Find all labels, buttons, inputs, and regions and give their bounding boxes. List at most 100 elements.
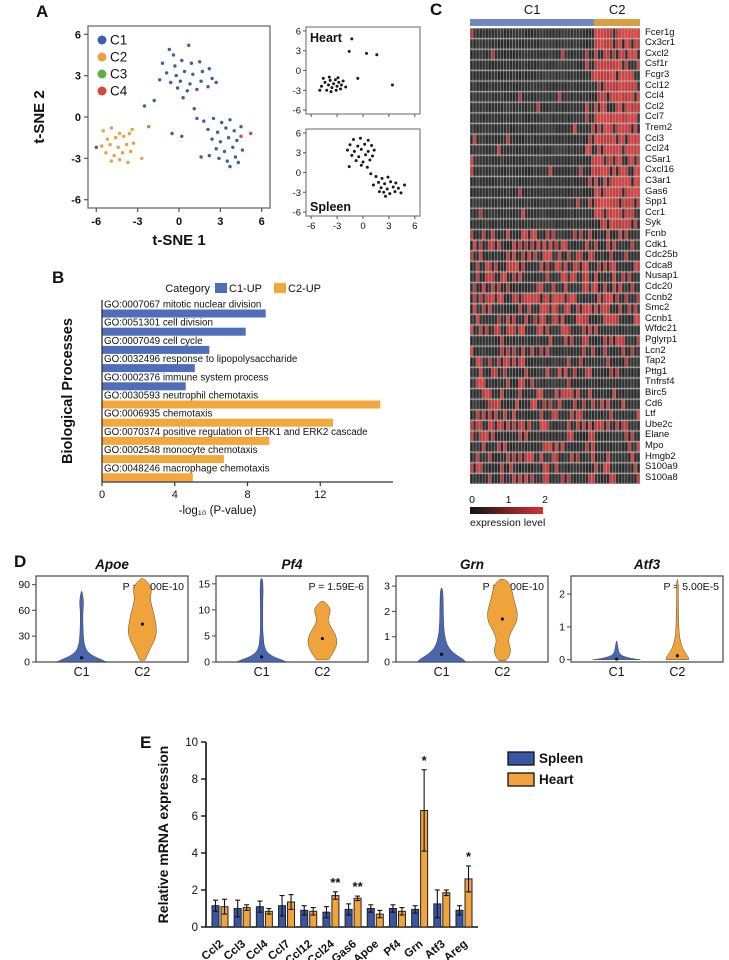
category-label: C2	[134, 665, 150, 679]
legend-label: C4	[110, 84, 128, 99]
violin-plot-apoe: Apoe 0 30 60 90 P = 6.00E-10 C1 C2	[18, 557, 189, 679]
scatter-point	[189, 61, 194, 65]
x-tick-label: -6	[307, 221, 315, 232]
scatter-point	[334, 88, 338, 92]
x-category-label: Areg	[442, 938, 470, 960]
scatter-point	[327, 75, 331, 79]
gene-label: Ltf	[645, 408, 656, 420]
y-tick-label: 90	[18, 579, 30, 591]
go-term-bar	[102, 309, 266, 318]
scatter-point	[236, 160, 240, 165]
go-term-label: GO:0006935 chemotaxis	[104, 409, 212, 420]
go-term-bar	[102, 400, 381, 409]
y-tick-label: 0	[204, 657, 210, 669]
x-tick-label: -3	[333, 221, 341, 232]
scatter-point	[235, 138, 239, 143]
scatter-point	[100, 144, 104, 148]
scatter-point	[328, 78, 332, 82]
scatter-point	[371, 183, 375, 187]
scatter-point	[214, 80, 218, 85]
scatter-point	[211, 116, 216, 121]
x-axis-title: -log₁₀ (P-value)	[179, 505, 257, 517]
scatter-point	[348, 143, 352, 147]
scatter-point	[218, 140, 223, 144]
scatter-points-spleen	[346, 136, 406, 198]
scatter-point	[160, 61, 165, 65]
significance-mark: **	[330, 875, 341, 890]
gene-label: Trem2	[645, 121, 673, 133]
scatter-point	[333, 78, 337, 82]
scatter-point	[109, 126, 114, 130]
median-dot	[260, 655, 264, 659]
x-tick-label: -6	[91, 216, 101, 228]
go-term-bar	[102, 327, 246, 336]
gene-label: Cxcl16	[645, 164, 675, 176]
violin-shape-c1	[236, 578, 287, 663]
scatter-point	[175, 86, 180, 90]
y-tick-label: 0	[384, 657, 390, 669]
gene-label: Lcn2	[645, 344, 666, 356]
x-tick-label: 4	[172, 489, 178, 501]
scatter-point	[206, 127, 210, 132]
scatter-point	[104, 151, 108, 155]
y-tick-label: 6	[296, 26, 301, 37]
legend-swatch-c3	[97, 69, 107, 79]
median-dot	[615, 657, 619, 661]
scatter-point	[347, 165, 351, 169]
legend-label: C1	[110, 33, 127, 48]
median-dot	[440, 652, 444, 657]
scatter-point	[375, 53, 379, 57]
y-tick-label: 0	[296, 168, 301, 179]
scatter-point	[325, 88, 329, 92]
gene-label: Ccl12	[645, 79, 670, 91]
heatmap-colorbar: 0 1 2 expression level	[469, 494, 630, 529]
scatter-point	[318, 88, 322, 92]
category-label: C1	[254, 665, 270, 679]
scatter-point	[377, 180, 380, 184]
y-tick-label: 10	[198, 604, 210, 616]
colorbar-label: expression level	[470, 517, 546, 529]
scatter-point	[358, 136, 362, 140]
y-tick-label: 0	[559, 654, 565, 666]
scatter-point	[379, 186, 383, 190]
scatter-point	[181, 96, 185, 100]
go-term-bar	[102, 455, 224, 464]
go-term-bar	[102, 364, 195, 373]
go-term-bar	[102, 382, 186, 391]
gene-label: Smc2	[645, 302, 670, 314]
x-category-label: Grn	[402, 938, 425, 960]
y-tick-label: 3	[296, 46, 301, 57]
scatter-point	[329, 90, 333, 94]
scatter-point	[341, 79, 345, 83]
scatter-point	[350, 153, 354, 157]
violin-shape-c1	[416, 587, 467, 663]
scatter-point	[344, 85, 348, 89]
scatter-point	[226, 136, 231, 140]
scatter-point	[152, 98, 156, 103]
y-tick-label: 3	[75, 71, 81, 83]
y-tick-label: 0	[192, 922, 198, 934]
scatter-point	[366, 138, 370, 142]
scatter-point	[105, 137, 110, 141]
gene-label: Wfdc21	[645, 323, 678, 335]
x-tick-label: 0	[360, 221, 365, 232]
plot-frame	[570, 575, 724, 663]
y-tick-label: 2	[384, 606, 390, 618]
scatter-point	[231, 145, 235, 149]
scatter-point	[170, 131, 174, 136]
scatter-points-c3	[147, 125, 151, 129]
significance-mark: *	[422, 753, 428, 768]
colorbar-tick-label: 2	[542, 494, 548, 506]
panel-label-b: B	[52, 268, 65, 287]
x-tick-label: 0	[99, 489, 105, 501]
scatter-point	[350, 37, 354, 41]
go-term-label: GO:0032496 response to lipopolysaccharid…	[104, 354, 298, 365]
violin-title: Apoe	[94, 557, 129, 572]
y-axis-title: t-SNE 2	[31, 90, 48, 143]
scatter-point	[195, 116, 199, 121]
y-tick-label: -3	[71, 153, 81, 165]
scatter-point	[369, 172, 373, 176]
scatter-point	[127, 131, 132, 136]
scatter-point	[374, 175, 378, 178]
scatter-point	[359, 147, 363, 151]
